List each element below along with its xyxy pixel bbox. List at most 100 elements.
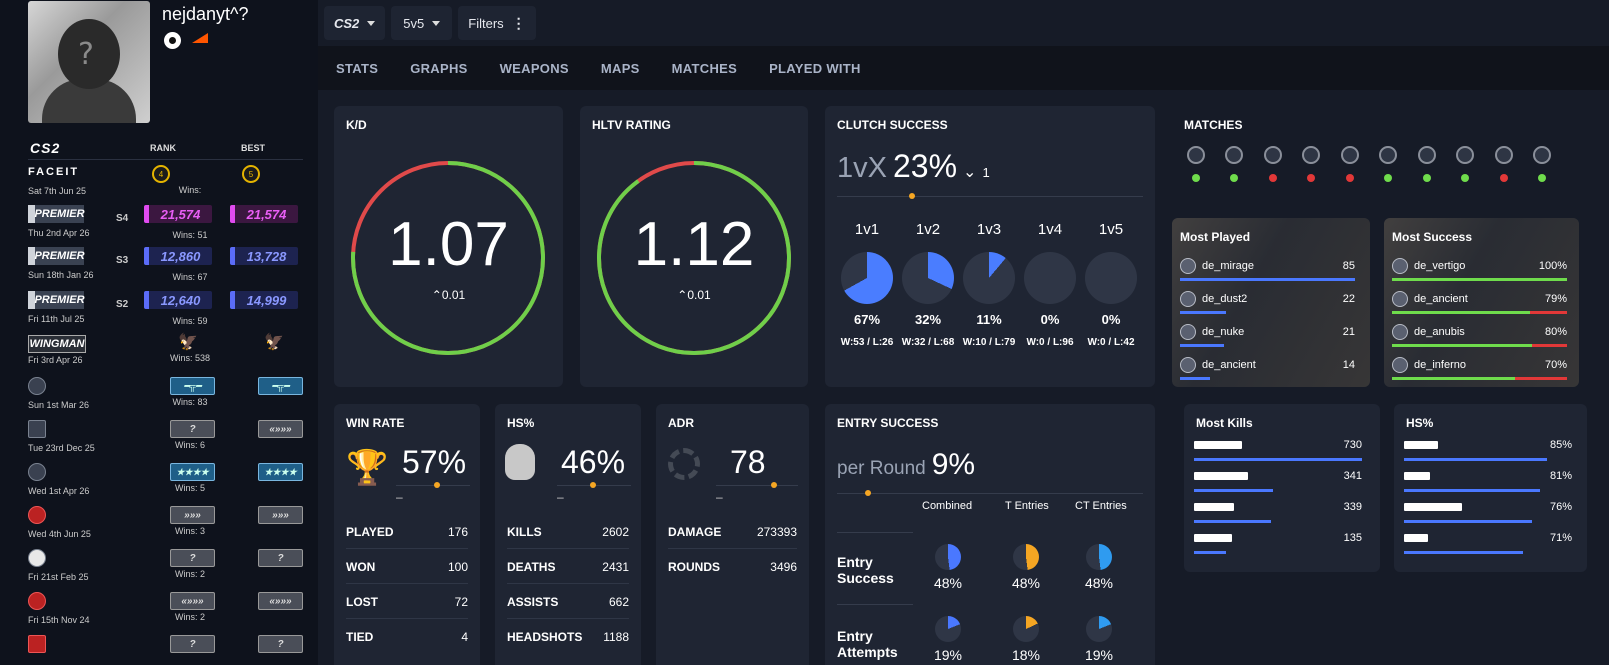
weapon-row[interactable]: 341 xyxy=(1194,469,1362,499)
match-item[interactable] xyxy=(1222,146,1246,182)
faceit-best-level-icon: 5 xyxy=(242,165,260,183)
map-icon xyxy=(28,377,46,395)
rank-date: Fri 15th Nov 24 xyxy=(28,615,90,625)
trophy-icon: 🏆 xyxy=(346,449,389,487)
hs-value: 46% xyxy=(561,444,626,480)
match-item[interactable] xyxy=(1261,146,1285,182)
stat-value: 4 xyxy=(461,630,468,644)
weapon-row[interactable]: 71% xyxy=(1404,531,1572,561)
weapon-row[interactable]: 730 xyxy=(1194,438,1362,468)
chevron-rank-badge: »»» xyxy=(170,506,215,524)
stat-row: DAMAGE 273393 xyxy=(668,515,797,549)
match-item[interactable] xyxy=(1492,146,1516,182)
chevron-down-icon xyxy=(367,20,376,26)
clutch-pie xyxy=(1024,252,1076,304)
steam-icon[interactable] xyxy=(164,32,181,49)
map-icon xyxy=(28,635,46,653)
match-item[interactable] xyxy=(1299,146,1323,182)
tab-stats[interactable]: STATS xyxy=(336,60,379,76)
stat-row: TIED 4 xyxy=(346,620,468,654)
map-success-bar xyxy=(1392,311,1567,314)
range-marker xyxy=(434,482,440,488)
weapon-row[interactable]: 81% xyxy=(1404,469,1572,499)
map-icon xyxy=(28,592,46,610)
chevron-best-badge: »»» xyxy=(258,506,303,524)
rank-wins: Wins: 5 xyxy=(174,483,205,493)
map-stat-row[interactable]: de_ancient 79% xyxy=(1392,291,1567,323)
divider xyxy=(837,493,1143,494)
match-item[interactable] xyxy=(1338,146,1362,182)
weapon-value: 85% xyxy=(1549,439,1572,451)
weapon-value: 339 xyxy=(1343,501,1362,513)
map-icon xyxy=(1392,258,1408,274)
weapon-value: 71% xyxy=(1549,532,1572,544)
premier-logo: PREMIER xyxy=(28,205,85,223)
kd-diff-value: 0.01 xyxy=(441,288,466,302)
filters-button[interactable]: Filters ⋮ xyxy=(458,6,536,40)
match-item[interactable] xyxy=(1453,146,1477,182)
stat-value: 176 xyxy=(447,525,468,539)
tab-played-with[interactable]: PLAYED WITH xyxy=(769,60,861,76)
weapon-value: 81% xyxy=(1549,470,1572,482)
entry-attempts-label-line1: Entry xyxy=(837,628,873,644)
rank-date: Wed 1st Apr 26 xyxy=(28,486,90,496)
stat-row: DEATHS 2431 xyxy=(507,550,629,584)
weapon-row[interactable]: 76% xyxy=(1404,500,1572,530)
tab-weapons[interactable]: WEAPONS xyxy=(499,60,569,76)
kd-value: 1.07 xyxy=(388,210,509,279)
map-name: de_mirage xyxy=(1202,260,1254,272)
map-name: de_vertigo xyxy=(1414,260,1466,272)
match-item[interactable] xyxy=(1530,146,1554,182)
weapon-value: 730 xyxy=(1343,439,1362,451)
clutch-1v3: 1v3 11% W:10 / L:79 xyxy=(959,221,1019,348)
stat-value: 2431 xyxy=(602,560,629,574)
hltv-diff: ⌃0.01 xyxy=(580,288,808,302)
rank-date: Wed 4th Jun 25 xyxy=(28,529,91,539)
weapon-row[interactable]: 339 xyxy=(1194,500,1362,530)
unknown-rank-badge: ? xyxy=(170,549,215,567)
weapon-row[interactable]: 135 xyxy=(1194,531,1362,561)
match-item[interactable] xyxy=(1184,146,1208,182)
weapon-icon xyxy=(1404,534,1428,542)
tab-maps[interactable]: MAPS xyxy=(600,60,640,76)
tab-matches[interactable]: MATCHES xyxy=(671,60,738,76)
map-stat-row[interactable]: de_nuke 21 xyxy=(1180,324,1355,356)
match-item[interactable] xyxy=(1376,146,1400,182)
stat-value: 662 xyxy=(608,595,629,609)
entry-attempts-label: Entry Attempts xyxy=(837,628,898,660)
map-stat-row[interactable]: de_dust2 22 xyxy=(1180,291,1355,323)
rifle-rank-badge: ━╦━ xyxy=(170,377,215,395)
entry-pie xyxy=(935,544,961,570)
stat-row: WON 100 xyxy=(346,550,468,584)
clutch-label: 1v5 xyxy=(1098,221,1124,238)
mode-select[interactable]: 5v5 xyxy=(391,6,453,40)
map-stat-row[interactable]: de_inferno 70% xyxy=(1392,357,1567,387)
adr-title: ADR xyxy=(668,416,694,430)
game-select[interactable]: CS2 xyxy=(324,6,386,40)
stat-label: PLAYED xyxy=(346,525,394,539)
match-item[interactable] xyxy=(1415,146,1439,182)
weapon-bar xyxy=(1194,489,1273,492)
hltv-ring-arc xyxy=(597,161,791,355)
map-value: 21 xyxy=(1342,326,1355,338)
map-stat-row[interactable]: de_mirage 85 xyxy=(1180,258,1355,290)
avatar[interactable]: ? xyxy=(28,1,150,123)
entry-pct: 18% xyxy=(1011,647,1041,663)
map-stat-row[interactable]: de_ancient 14 xyxy=(1180,357,1355,387)
weapon-value: 76% xyxy=(1549,501,1572,513)
weapon-row[interactable]: 85% xyxy=(1404,438,1572,468)
faceit-icon[interactable] xyxy=(192,33,208,43)
matches-section: MATCHES Most Played de_mirage 85 de_dust2 2… xyxy=(1172,106,1600,387)
most-played-card: Most Played de_mirage 85 de_dust2 22 de_nuke… xyxy=(1172,218,1370,387)
rank-row-map: Fri 21st Feb 25 ? ? Wins: 2 xyxy=(28,549,308,591)
kd-ring-arc xyxy=(351,161,545,355)
weapon-value: 341 xyxy=(1343,470,1362,482)
map-stat-row[interactable]: de_anubis 80% xyxy=(1392,324,1567,356)
filter-bar: CS2 5v5 Filters ⋮ xyxy=(324,6,536,42)
match-result-dot xyxy=(1422,174,1431,182)
tab-graphs[interactable]: GRAPHS xyxy=(410,60,468,76)
match-result-dot xyxy=(1461,174,1470,182)
chevron-down-icon xyxy=(432,20,441,26)
map-stat-row[interactable]: de_vertigo 100% xyxy=(1392,258,1567,290)
adr-trend: – xyxy=(716,490,723,504)
